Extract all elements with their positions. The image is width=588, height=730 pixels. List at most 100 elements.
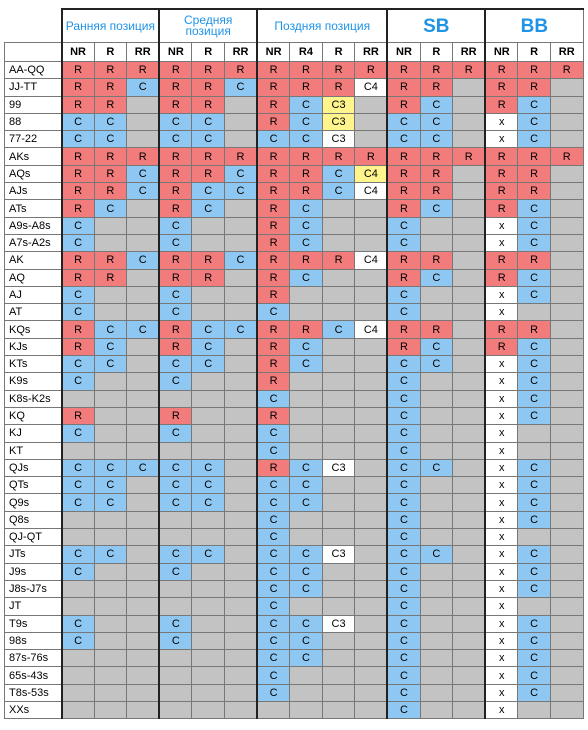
action-cell: C [158, 233, 193, 253]
empty-cell [93, 216, 128, 235]
group-header: BB [484, 8, 584, 43]
empty-cell [223, 683, 258, 702]
empty-cell [452, 493, 486, 512]
hand-label: 88 [4, 112, 62, 132]
action-cell: C [158, 562, 193, 581]
empty-cell [126, 112, 160, 132]
action-cell: R [386, 60, 421, 80]
empty-cell [223, 614, 258, 633]
column-header: RR [354, 42, 388, 62]
action-cell: C [289, 631, 323, 651]
hand-row: 99 R R R R R C C3 R C R C [4, 95, 584, 114]
hand-row: AA-QQ R R R R R R R R R R R R R R R R [4, 60, 584, 80]
action-cell: R [60, 251, 95, 270]
action-cell: C [517, 95, 551, 114]
action-cell: C [191, 112, 225, 132]
action-cell: C [517, 406, 551, 426]
empty-cell [191, 510, 225, 530]
action-cell: C [386, 493, 421, 512]
empty-cell [419, 510, 454, 530]
column-header: R [517, 42, 551, 62]
empty-cell [354, 597, 388, 616]
action-cell: C [386, 476, 421, 495]
hand-label: QTs [4, 476, 62, 495]
action-cell: x [484, 649, 519, 668]
action-cell: C [158, 130, 193, 149]
empty-cell [452, 476, 486, 495]
action-cell: C [386, 666, 421, 685]
empty-cell [93, 510, 128, 530]
empty-cell [321, 649, 356, 668]
action-cell: C [158, 631, 193, 651]
empty-cell [549, 303, 584, 322]
action-cell: C [517, 493, 551, 512]
empty-cell [93, 528, 128, 547]
empty-cell [354, 510, 388, 530]
empty-cell [191, 649, 225, 668]
action-cell: R [191, 147, 225, 166]
action-cell: x [484, 510, 519, 530]
empty-cell [321, 476, 356, 495]
empty-cell [158, 510, 193, 530]
empty-cell [126, 216, 160, 235]
action-cell: R [386, 147, 421, 166]
empty-cell [452, 510, 486, 530]
empty-cell [321, 562, 356, 581]
empty-cell [60, 597, 95, 616]
empty-cell [223, 355, 258, 374]
hand-label: KJ [4, 424, 62, 443]
action-cell: R [517, 251, 551, 270]
empty-cell [354, 303, 388, 322]
action-cell: C [60, 355, 95, 374]
empty-cell [289, 372, 323, 391]
action-cell: C4 [354, 320, 388, 339]
action-cell: C [386, 631, 421, 651]
action-cell: C [93, 337, 128, 357]
action-cell: R [386, 78, 421, 97]
action-cell: C [93, 476, 128, 495]
empty-cell [321, 493, 356, 512]
action-cell: C [60, 631, 95, 651]
action-cell: C [419, 199, 454, 218]
action-cell: x [484, 406, 519, 426]
empty-cell [419, 562, 454, 581]
corner [4, 42, 62, 62]
empty-cell [354, 389, 388, 408]
empty-cell [126, 233, 160, 253]
empty-cell [452, 216, 486, 235]
empty-cell [223, 631, 258, 651]
empty-cell [223, 303, 258, 322]
action-cell: R [60, 268, 95, 287]
action-cell: C [517, 268, 551, 287]
empty-cell [223, 285, 258, 305]
action-cell: C [256, 597, 291, 616]
action-cell: x [484, 112, 519, 132]
action-cell: C [517, 355, 551, 374]
action-cell: C [256, 493, 291, 512]
action-cell: C [158, 545, 193, 564]
action-cell: C [289, 216, 323, 235]
empty-cell [191, 406, 225, 426]
empty-cell [93, 372, 128, 391]
hand-label: QJ-QT [4, 528, 62, 547]
hand-label: AQs [4, 164, 62, 184]
hand-label: T8s-53s [4, 683, 62, 702]
empty-cell [549, 199, 584, 218]
action-cell: R [60, 78, 95, 97]
action-cell: R [93, 251, 128, 270]
action-cell: R [386, 199, 421, 218]
empty-cell [256, 700, 291, 720]
action-cell: R [517, 147, 551, 166]
empty-cell [549, 614, 584, 633]
action-cell: R [191, 95, 225, 114]
empty-cell [549, 683, 584, 702]
empty-cell [452, 441, 486, 460]
action-cell: C [60, 458, 95, 478]
empty-cell [191, 700, 225, 720]
empty-cell [354, 95, 388, 114]
